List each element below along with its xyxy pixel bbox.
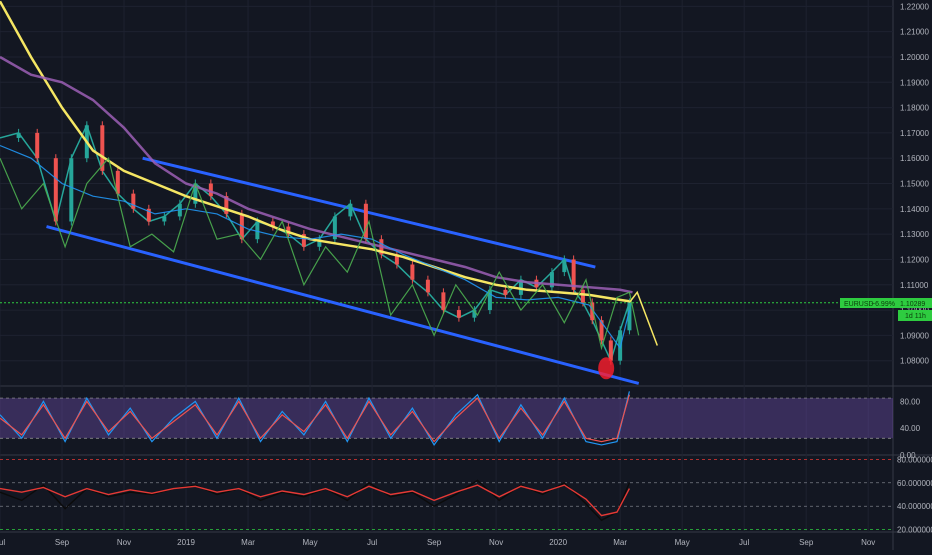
candle-body[interactable] [562, 259, 567, 273]
x-tick-label: 2020 [549, 538, 567, 547]
candle-body[interactable] [35, 132, 40, 159]
channel-line-upper[interactable] [142, 156, 596, 269]
y-tick-label: 1.12000 [900, 255, 929, 264]
osc-tick-label: 40.000000 [897, 502, 932, 511]
candle-body[interactable] [410, 264, 415, 280]
x-tick-label: 2019 [177, 538, 195, 547]
price-tag-countdown: 1d 11h [905, 313, 926, 320]
x-tick-label: May [675, 538, 690, 547]
price-tag: EURUSD −6.99% 1.10289 1d 11h [840, 298, 932, 321]
series-signal-line[interactable] [0, 156, 640, 351]
candle-body[interactable] [627, 302, 632, 331]
candle-body[interactable] [317, 239, 322, 247]
series-ma-200-line[interactable] [0, 0, 630, 303]
series-ma-long-line[interactable] [0, 55, 633, 294]
x-tick-label: Nov [489, 538, 503, 547]
low-marker[interactable] [598, 357, 615, 380]
channel-line-lower[interactable] [46, 225, 640, 385]
candle-body[interactable] [270, 221, 275, 227]
candle-body[interactable] [580, 289, 585, 303]
osc-tick-label: 20.000000 [897, 526, 932, 535]
rsi-panel[interactable] [0, 391, 893, 446]
price-tag-price: 1.10289 [900, 301, 925, 308]
x-tick-label: Jul [367, 538, 377, 547]
x-tick-label: Sep [55, 538, 70, 547]
x-tick-label: Nov [117, 538, 131, 547]
y-tick-label: 1.20000 [900, 53, 929, 62]
x-tick-label: Jul [0, 538, 5, 547]
rsi-band [0, 398, 893, 439]
candle-body[interactable] [590, 302, 595, 321]
candle-body[interactable] [255, 221, 260, 240]
rsi-tick-label: 80.00 [900, 397, 921, 406]
candle-body[interactable] [456, 310, 461, 318]
y-tick-label: 1.15000 [900, 180, 929, 189]
x-tick-label: May [303, 538, 318, 547]
candle-body[interactable] [162, 216, 167, 222]
y-tick-label: 1.22000 [900, 2, 929, 11]
candle-body[interactable] [131, 193, 136, 209]
osc-tick-label: 60.000000 [897, 479, 932, 488]
rsi-line-1[interactable] [0, 391, 630, 446]
rsi-tick-label: 40.00 [900, 424, 921, 433]
candle-body[interactable] [394, 254, 399, 265]
price-tag-change: −6.99% [871, 301, 895, 308]
candle-body[interactable] [193, 183, 198, 204]
candle-body[interactable] [208, 183, 213, 197]
price-panel[interactable] [0, 0, 659, 385]
candle-body[interactable] [100, 125, 105, 171]
candle-body[interactable] [115, 170, 120, 194]
y-tick-label: 1.09000 [900, 331, 929, 340]
osc-tick-label: 80.000000 [897, 455, 932, 464]
rsi-line-2[interactable] [0, 394, 630, 443]
candle-body[interactable] [425, 279, 430, 293]
osc-line-2[interactable] [0, 484, 631, 517]
candle-body[interactable] [348, 203, 353, 217]
x-tick-label: Nov [861, 538, 875, 547]
candle-body[interactable] [146, 208, 151, 222]
price-tag-symbol: EURUSD [844, 301, 874, 308]
candle-body[interactable] [472, 310, 477, 318]
y-tick-label: 1.14000 [900, 205, 929, 214]
y-tick-label: 1.16000 [900, 154, 929, 163]
candle-body[interactable] [69, 158, 74, 222]
y-tick-label: 1.08000 [900, 357, 929, 366]
candle-body[interactable] [487, 289, 492, 311]
candle-body[interactable] [286, 226, 291, 235]
candle-body[interactable] [301, 234, 306, 247]
x-tick-label: Mar [241, 538, 255, 547]
y-tick-label: 1.21000 [900, 28, 929, 37]
oscillator-panel[interactable] [0, 458, 893, 531]
candle-body[interactable] [503, 289, 508, 295]
candle-body[interactable] [441, 292, 446, 311]
candle-body[interactable] [571, 259, 576, 290]
candle-body[interactable] [53, 158, 58, 222]
x-tick-label: Jul [739, 538, 749, 547]
candle-body[interactable] [518, 279, 523, 295]
y-tick-label: 1.18000 [900, 104, 929, 113]
x-tick-label: Sep [427, 538, 442, 547]
candle-body[interactable] [332, 216, 337, 240]
candle-body[interactable] [599, 320, 604, 341]
series-price-line[interactable] [0, 123, 631, 363]
x-tick-label: Mar [613, 538, 627, 547]
candle-body[interactable] [608, 340, 613, 361]
candle-body[interactable] [549, 272, 554, 288]
series-signal-line[interactable] [0, 144, 630, 350]
candle-body[interactable] [16, 132, 21, 138]
series-projection-line[interactable] [628, 290, 659, 346]
candle-body[interactable] [363, 203, 368, 240]
y-tick-label: 1.19000 [900, 78, 929, 87]
y-tick-label: 1.17000 [900, 129, 929, 138]
rsi-tick-label: 0.00 [900, 451, 916, 460]
y-tick-label: 1.11000 [900, 281, 929, 290]
candle-body[interactable] [224, 196, 229, 214]
x-tick-label: Sep [799, 538, 814, 547]
y-tick-label: 1.13000 [900, 230, 929, 239]
